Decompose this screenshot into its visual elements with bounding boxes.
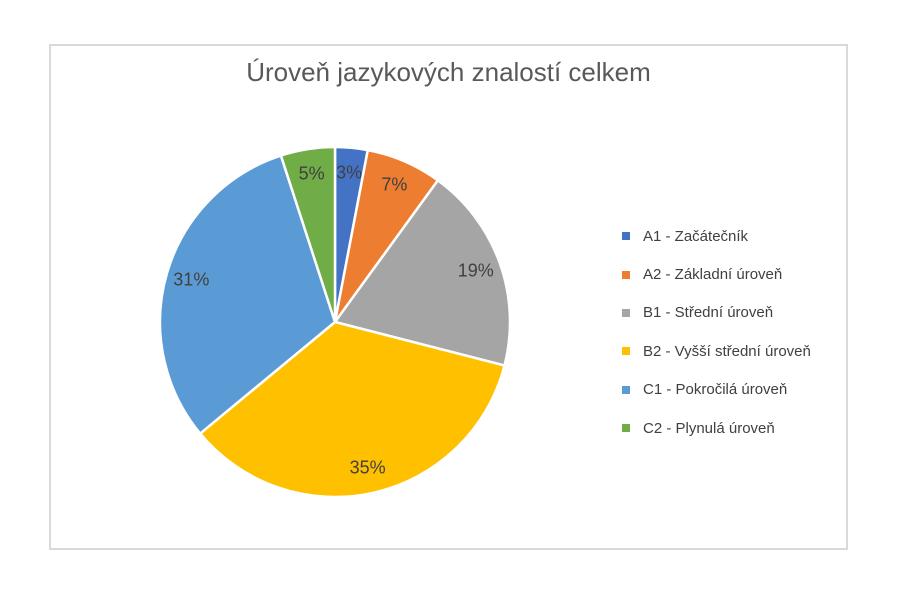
legend-item-label: C2 - Plynulá úroveň bbox=[643, 419, 775, 437]
legend-item-label: A2 - Základní úroveň bbox=[643, 266, 783, 284]
pie-slice-b2[interactable] bbox=[198, 320, 507, 499]
legend-marker-icon bbox=[622, 385, 630, 394]
chart-title: Úroveň jazykových znalostí celkem bbox=[246, 57, 651, 87]
legend-item-label: A1 - Začátečník bbox=[643, 227, 749, 245]
legend-item-c1[interactable]: C1 - Pokročilá úroveň bbox=[622, 371, 811, 409]
legend-item-c2[interactable]: C2 - Plynulá úroveň bbox=[622, 409, 811, 447]
pie-slice-b1[interactable] bbox=[332, 178, 512, 368]
legend-item-b2[interactable]: B2 - Vyšší střední úroveň bbox=[622, 332, 811, 370]
pie-slice-c2[interactable] bbox=[279, 145, 337, 323]
pie-chart bbox=[158, 145, 512, 499]
legend-marker-icon bbox=[622, 270, 630, 279]
legend-item-a1[interactable]: A1 - Začátečník bbox=[622, 217, 811, 255]
pie-slice-c1[interactable] bbox=[158, 153, 337, 436]
legend-marker-icon bbox=[622, 347, 630, 356]
chart-area[interactable]: Úroveň jazykových znalostí celkem 3% 7% 19… bbox=[49, 44, 848, 550]
legend-item-b1[interactable]: B1 - Střední úroveň bbox=[622, 294, 811, 332]
legend-marker-icon bbox=[622, 424, 630, 433]
legend: A1 - Začátečník A2 - Základní úroveň B1 - … bbox=[622, 217, 811, 447]
legend-marker-icon bbox=[622, 308, 630, 317]
legend-item-label: B2 - Vyšší střední úroveň bbox=[643, 342, 811, 360]
legend-item-label: B1 - Střední úroveň bbox=[643, 304, 774, 322]
legend-marker-icon bbox=[622, 232, 630, 241]
legend-item-a2[interactable]: A2 - Základní úroveň bbox=[622, 255, 811, 293]
legend-item-label: C1 - Pokročilá úroveň bbox=[643, 381, 788, 399]
